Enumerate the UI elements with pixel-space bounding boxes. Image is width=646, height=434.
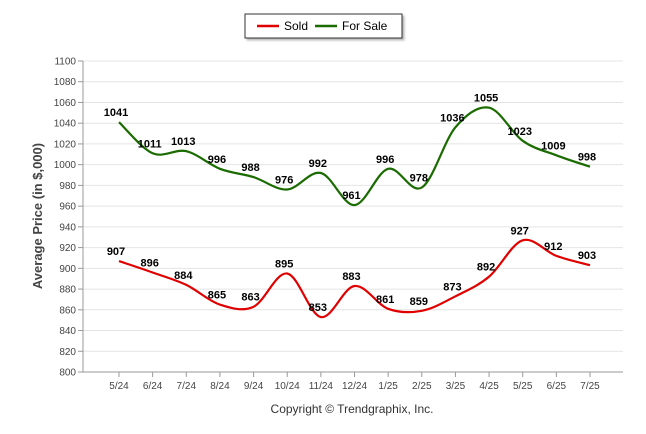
- x-tick-label: 7/24: [177, 381, 197, 392]
- data-label-for-sale: 1036: [440, 112, 464, 124]
- data-label-for-sale: 1023: [507, 126, 531, 138]
- data-label-for-sale: 996: [208, 154, 226, 166]
- y-tick-label: 900: [59, 264, 76, 275]
- data-label-for-sale: 1041: [104, 107, 128, 119]
- x-axis-ticks: 5/24 6/24 7/24 8/24 9/24 10/24 11/24 12/24 1/25 2…: [109, 372, 600, 392]
- series-line-for-sale: [118, 106, 591, 207]
- y-tick-label: 820: [59, 347, 76, 358]
- x-tick-label: 6/25: [547, 381, 567, 392]
- x-tick-label: 7/25: [580, 381, 600, 392]
- y-tick-label: 960: [59, 202, 76, 213]
- series-lines: [118, 106, 591, 319]
- x-tick-label: 6/24: [143, 381, 163, 392]
- data-label-sold: 861: [376, 294, 394, 306]
- x-tick-label: 11/24: [309, 381, 334, 392]
- data-label-sold: 896: [140, 257, 158, 269]
- data-label-sold: 873: [443, 281, 461, 293]
- data-label-for-sale: 976: [275, 175, 293, 187]
- y-tick-label: 860: [59, 305, 76, 316]
- y-axis-label: Average Price (in $,000): [30, 143, 45, 289]
- data-label-sold: 884: [174, 270, 193, 282]
- x-tick-label: 10/24: [275, 381, 300, 392]
- y-tick-label: 1100: [54, 57, 76, 68]
- y-tick-label: 980: [59, 181, 76, 192]
- data-label-sold: 903: [578, 250, 596, 262]
- data-label-sold: 865: [208, 290, 226, 302]
- x-tick-label: 3/25: [446, 381, 466, 392]
- legend-entry-label: Sold: [284, 19, 308, 33]
- y-tick-label: 1020: [54, 139, 77, 150]
- data-label-sold: 883: [342, 271, 360, 283]
- data-label-for-sale: 1009: [541, 140, 565, 152]
- y-tick-label: 1000: [54, 160, 77, 171]
- data-label-sold: 863: [241, 292, 259, 304]
- y-tick-label: 1080: [54, 77, 77, 88]
- data-label-for-sale: 978: [410, 172, 428, 184]
- gridlines: [83, 60, 623, 373]
- data-label-sold: 895: [275, 259, 293, 271]
- y-tick-label: 920: [59, 243, 76, 254]
- x-tick-label: 2/25: [412, 381, 432, 392]
- x-tick-label: 5/24: [109, 381, 129, 392]
- y-tick-label: 1060: [54, 98, 77, 109]
- copyright-text: Copyright © Trendgraphix, Inc.: [271, 402, 434, 416]
- series-line-sold: [118, 238, 591, 319]
- data-label-sold: 892: [477, 262, 495, 274]
- x-tick-label: 12/24: [342, 381, 367, 392]
- x-tick-label: 1/25: [378, 381, 398, 392]
- axes: [82, 61, 623, 373]
- data-label-sold: 927: [511, 225, 529, 237]
- y-axis-ticks: 800 820 840 860 880 900 920 940 960 980 1000 1020 10…: [54, 57, 83, 379]
- data-label-for-sale: 992: [309, 158, 327, 170]
- data-label-for-sale: 1013: [171, 136, 195, 148]
- x-tick-label: 4/25: [479, 381, 499, 392]
- y-tick-label: 1040: [54, 119, 77, 130]
- y-tick-label: 800: [59, 368, 76, 379]
- y-tick-label: 840: [59, 326, 76, 337]
- legend: Sold For Sale: [244, 13, 403, 39]
- data-label-sold: 853: [309, 302, 327, 314]
- data-label-for-sale: 961: [342, 190, 360, 202]
- data-label-for-sale: 1011: [138, 138, 162, 150]
- data-label-for-sale: 998: [578, 152, 596, 164]
- y-tick-label: 940: [59, 222, 76, 233]
- y-tick-label: 880: [59, 285, 76, 296]
- data-label-for-sale: 1055: [474, 93, 498, 105]
- data-label-for-sale: 996: [376, 154, 394, 166]
- x-tick-label: 9/24: [244, 381, 264, 392]
- data-label-sold: 907: [107, 246, 125, 258]
- data-label-for-sale: 988: [241, 162, 259, 174]
- data-label-sold: 912: [544, 241, 562, 253]
- x-tick-label: 5/25: [513, 381, 533, 392]
- data-label-sold: 859: [410, 296, 428, 308]
- legend-entry-label: For Sale: [342, 19, 388, 33]
- x-tick-label: 8/24: [210, 381, 230, 392]
- data-labels: 907 896 884 865 863 895 853 883 861 859 873 892 927 9…: [104, 93, 596, 314]
